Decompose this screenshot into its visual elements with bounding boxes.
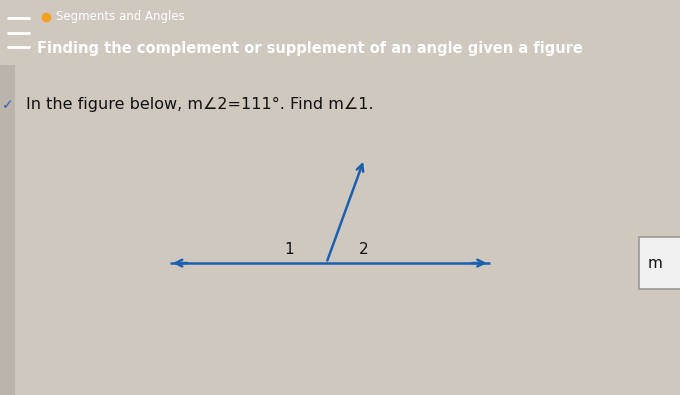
Text: m: m bbox=[647, 256, 662, 271]
FancyBboxPatch shape bbox=[639, 237, 680, 290]
Text: ✓: ✓ bbox=[1, 98, 14, 112]
Text: Segments and Angles: Segments and Angles bbox=[56, 10, 184, 23]
Text: 2: 2 bbox=[359, 242, 369, 257]
Text: Finding the complement or supplement of an angle given a figure: Finding the complement or supplement of … bbox=[37, 41, 583, 56]
Text: 1: 1 bbox=[284, 242, 294, 257]
FancyBboxPatch shape bbox=[0, 65, 15, 395]
Text: In the figure below, m∠2=111°. Find m∠1.: In the figure below, m∠2=111°. Find m∠1. bbox=[26, 97, 373, 112]
